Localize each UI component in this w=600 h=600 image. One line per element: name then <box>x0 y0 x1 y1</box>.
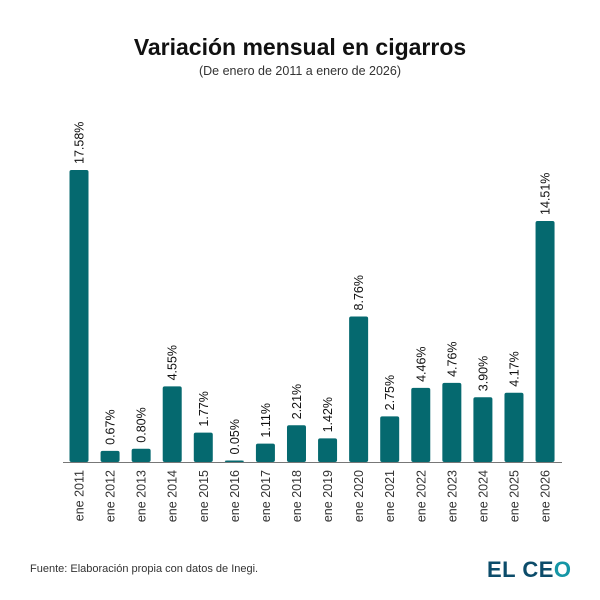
data-label: 0.67% <box>104 409 118 444</box>
x-tick-label: ene 2022 <box>414 470 428 522</box>
bar <box>535 220 555 462</box>
el-ceo-logo: EL CEO <box>487 557 572 582</box>
data-label: 0.05% <box>228 419 242 454</box>
bar <box>318 438 338 462</box>
bar <box>193 432 213 462</box>
x-tick-label: ene 2015 <box>197 470 211 522</box>
bar <box>69 170 89 462</box>
bar <box>162 386 182 462</box>
bar <box>380 416 400 462</box>
data-label: 0.80% <box>135 407 149 442</box>
x-tick-label: ene 2019 <box>321 470 335 522</box>
x-tick-label: ene 2024 <box>476 470 490 522</box>
x-tick-label: ene 2025 <box>507 470 521 522</box>
x-tick-label: ene 2014 <box>166 470 180 522</box>
x-tick-label: ene 2012 <box>104 470 118 522</box>
bar <box>131 448 151 462</box>
x-tick-label: ene 2018 <box>290 470 304 522</box>
bar <box>504 392 524 462</box>
bar <box>411 387 431 462</box>
x-tick-label: ene 2020 <box>352 470 366 522</box>
x-tick-label: ene 2017 <box>259 470 273 522</box>
data-label: 4.55% <box>166 345 180 380</box>
x-tick-label: ene 2016 <box>228 470 242 522</box>
data-label: 1.77% <box>197 391 211 426</box>
data-label: 14.51% <box>539 173 553 215</box>
bar <box>349 316 369 462</box>
x-tick-label: ene 2021 <box>383 470 397 522</box>
data-label: 8.76% <box>352 275 366 310</box>
chart-title: Variación mensual en cigarros <box>133 34 467 60</box>
data-label: 4.76% <box>445 341 459 376</box>
data-label: 1.11% <box>259 403 273 438</box>
x-tick-label: ene 2023 <box>445 470 459 522</box>
bar <box>100 450 120 462</box>
data-label: 17.58% <box>73 122 87 164</box>
chart-subtitle: (De enero de 2011 a enero de 2026) <box>198 64 401 78</box>
x-tick-label: ene 2026 <box>539 470 553 522</box>
bar <box>473 397 493 462</box>
data-label: 2.21% <box>290 384 304 419</box>
bar <box>224 460 244 462</box>
data-label: 1.42% <box>321 397 335 432</box>
data-label: 4.46% <box>414 346 428 381</box>
x-tick-label: ene 2011 <box>73 470 87 521</box>
bar <box>286 425 306 462</box>
data-label: 3.90% <box>476 356 490 391</box>
data-label: 4.17% <box>507 351 521 386</box>
data-label: 2.75% <box>383 375 397 410</box>
bar <box>255 443 275 462</box>
source-note: Fuente: Elaboración propia con datos de … <box>30 563 259 575</box>
x-tick-label: ene 2013 <box>135 470 149 522</box>
bar <box>442 382 462 462</box>
